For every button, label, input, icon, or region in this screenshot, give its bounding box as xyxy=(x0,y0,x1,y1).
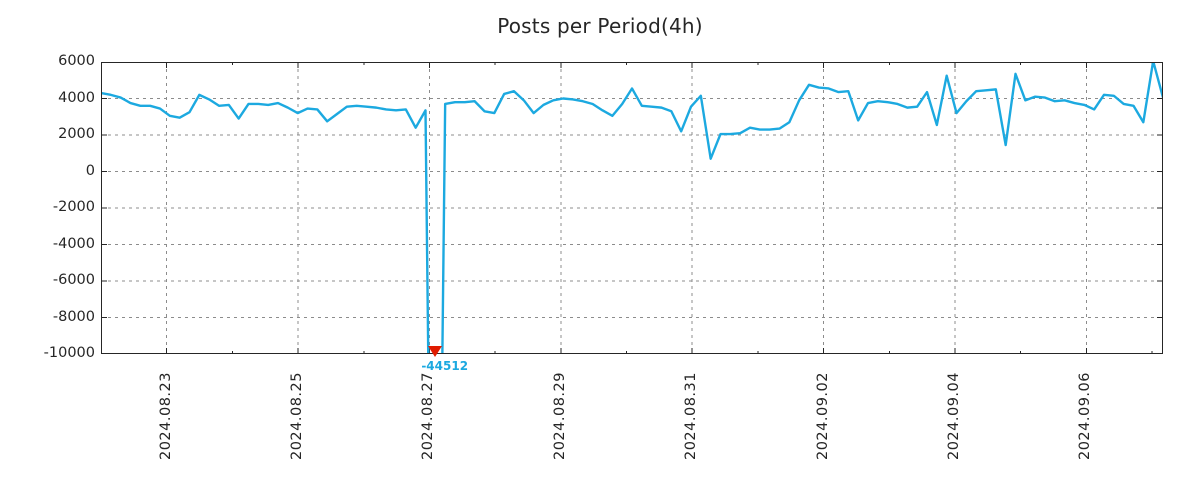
x-tick-label: 2024.09.04 xyxy=(945,372,962,461)
y-tick-label: 4000 xyxy=(58,89,95,106)
y-tick-label: -6000 xyxy=(52,272,95,288)
y-tick-label: 6000 xyxy=(58,53,95,69)
y-tick-label: -10000 xyxy=(43,345,95,361)
x-tick-label: 2024.08.31 xyxy=(683,372,700,461)
x-tick-label: 2024.09.02 xyxy=(814,372,831,461)
chart-title: Posts per Period(4h) xyxy=(497,14,703,38)
y-axis-tick-labels: 6000 4000 2000 0 -2000 -4000 -6000 -8000 -10000 xyxy=(0,0,95,500)
data-line-posts-per-period xyxy=(101,62,1163,354)
y-tick-label: 0 xyxy=(85,162,95,179)
plot-svg xyxy=(101,62,1163,354)
y-tick-label: -2000 xyxy=(52,199,95,215)
x-tick-label: 2024.08.23 xyxy=(157,372,174,461)
clipped-value-marker-icon xyxy=(428,346,443,357)
x-tick-label: 2024.08.27 xyxy=(420,372,437,461)
y-tick-label: -8000 xyxy=(52,308,95,325)
x-tick-label: 2024.08.25 xyxy=(289,372,306,461)
y-tick-label: -4000 xyxy=(52,235,95,252)
x-tick-label: 2024.09.06 xyxy=(1077,372,1094,461)
axis-spines xyxy=(101,62,1163,354)
x-tick-label: 2024.08.29 xyxy=(551,372,568,461)
y-tick-label: 2000 xyxy=(58,126,95,142)
plot-area xyxy=(101,62,1163,354)
annotation-value-label: -44512 xyxy=(421,359,469,373)
